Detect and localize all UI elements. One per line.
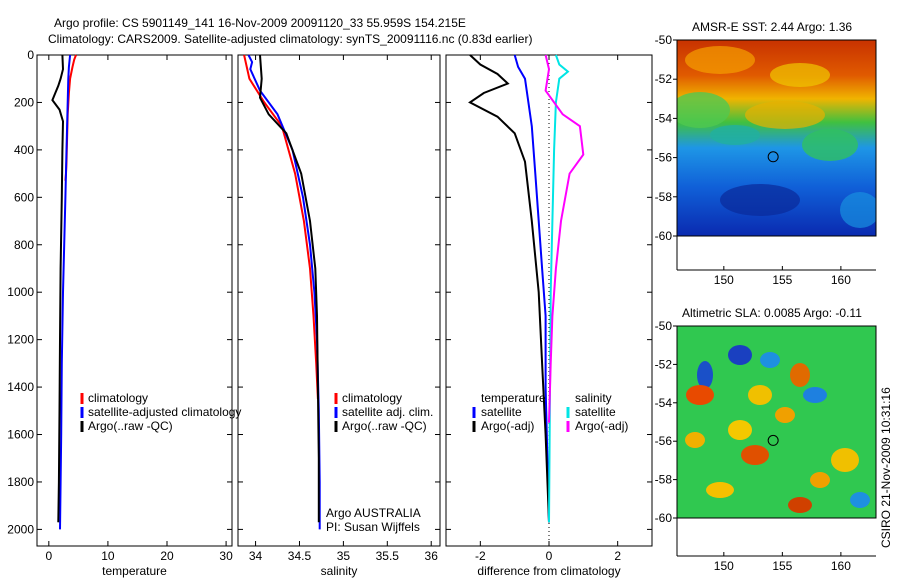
annotation-text: Argo AUSTRALIA — [326, 506, 421, 520]
y-tick-label: 600 — [14, 190, 34, 204]
y-tick-label: 200 — [14, 95, 34, 109]
series-line — [247, 54, 321, 530]
legend-label: Argo(-adj) — [481, 419, 534, 433]
series-line — [468, 54, 550, 523]
map-x-tick-label: 150 — [714, 559, 734, 573]
x-tick-label: 34 — [249, 549, 263, 563]
y-tick-label: 800 — [14, 238, 34, 252]
map-y-tick-label: -54 — [655, 396, 673, 410]
sla-map-axes: -50 -52 -54 -56 -58 -60 150 155 160 — [655, 319, 852, 573]
salinity-panel: 34 34.5 35 35.5 36 salinity climatologysatelli… — [237, 54, 441, 578]
sst-map-axes: -50 -52 -54 -56 -58 -60 150 155 160 — [655, 33, 852, 287]
legend-label: Argo(..raw -QC) — [342, 419, 427, 433]
series-line — [513, 54, 550, 523]
x-tick-label: 30 — [219, 549, 233, 563]
x-tick-label: 35.5 — [376, 549, 400, 563]
x-tick-label: -2 — [475, 549, 486, 563]
y-tick-label: 1000 — [7, 285, 34, 299]
x-tick-label: 2 — [614, 549, 621, 563]
x-axis-label: difference from climatology — [477, 564, 620, 578]
y-tick-label: 2000 — [7, 522, 34, 536]
legend-group-title: temperature — [481, 391, 546, 405]
sla-map-title: Altimetric SLA: 0.0085 Argo: -0.11 — [682, 306, 862, 320]
sst-map-frame — [676, 39, 877, 237]
header-line2: Climatology: CARS2009. Satellite-adjuste… — [48, 32, 532, 46]
legend-label: satellite adj. clim. — [342, 405, 433, 419]
sla-map-image — [677, 326, 876, 518]
y-tick-label: 400 — [14, 143, 34, 157]
legend-group-title: salinity — [575, 391, 612, 405]
sla-argo-marker — [767, 434, 779, 446]
sst-map-image — [677, 40, 876, 236]
map-y-tick-label: -56 — [655, 151, 673, 165]
legend-label: satellite — [575, 405, 616, 419]
legend-label: Argo(-adj) — [575, 419, 628, 433]
timestamp-stamp: CSIRO 21-Nov-2009 10:31:16 — [879, 387, 893, 548]
x-tick-label: 36 — [425, 549, 439, 563]
legend-label: climatology — [88, 391, 148, 405]
series-line — [59, 54, 72, 530]
x-tick-label: 34.5 — [288, 549, 312, 563]
legend-label: satellite — [481, 405, 522, 419]
map-y-tick-label: -50 — [655, 33, 673, 47]
map-x-tick-label: 160 — [831, 559, 851, 573]
x-tick-label: 10 — [101, 549, 115, 563]
temperature-profile-frame — [36, 54, 233, 547]
legend-label: climatology — [342, 391, 402, 405]
map-y-tick-label: -52 — [655, 357, 673, 371]
y-tick-label: 1800 — [7, 475, 34, 489]
sla-map-frame — [676, 325, 877, 519]
map-y-tick-label: -52 — [655, 72, 673, 86]
map-y-tick-label: -58 — [655, 473, 673, 487]
sst-argo-marker — [767, 151, 779, 163]
series-line — [51, 54, 65, 523]
map-x-tick-label: 150 — [714, 273, 734, 287]
x-axis-label: salinity — [321, 564, 358, 578]
y-tick-label: 1600 — [7, 428, 34, 442]
series-line — [243, 54, 319, 399]
x-tick-label: 0 — [45, 549, 52, 563]
x-tick-label: 35 — [337, 549, 351, 563]
y-tick-label: 1200 — [7, 333, 34, 347]
series-line — [258, 54, 320, 523]
map-x-tick-label: 155 — [772, 559, 792, 573]
x-tick-label: 20 — [160, 549, 174, 563]
series-line — [548, 54, 570, 523]
salinity-profile-frame — [237, 54, 441, 547]
series-line — [544, 54, 585, 423]
annotation-text: PI: Susan Wijffels — [326, 520, 420, 534]
header-line1: Argo profile: CS 5901149_141 16-Nov-2009… — [54, 16, 466, 30]
y-tick-label: 0 — [27, 48, 34, 62]
legend-label: Argo(..raw -QC) — [88, 419, 173, 433]
map-y-tick-label: -60 — [655, 511, 673, 525]
map-y-tick-label: -50 — [655, 319, 673, 333]
map-y-tick-label: -58 — [655, 190, 673, 204]
legend-label: satellite-adjusted climatology — [88, 405, 241, 419]
x-axis-label: temperature — [102, 564, 167, 578]
x-tick-label: 0 — [546, 549, 553, 563]
map-y-tick-label: -60 — [655, 229, 673, 243]
map-x-tick-label: 155 — [772, 273, 792, 287]
map-y-tick-label: -56 — [655, 434, 673, 448]
temperature-panel: 0 10 20 30 0 200 400 600 800 1000 1200 1400 1600 1800… — [7, 48, 241, 578]
map-x-tick-label: 160 — [831, 273, 851, 287]
sst-map-title: AMSR-E SST: 2.44 Argo: 1.36 — [692, 20, 852, 34]
map-y-tick-label: -54 — [655, 111, 673, 125]
y-tick-label: 1400 — [7, 380, 34, 394]
